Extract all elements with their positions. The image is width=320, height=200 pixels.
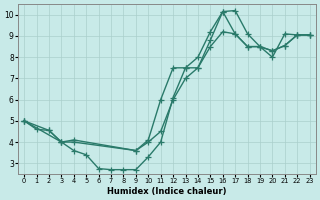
X-axis label: Humidex (Indice chaleur): Humidex (Indice chaleur) (107, 187, 227, 196)
